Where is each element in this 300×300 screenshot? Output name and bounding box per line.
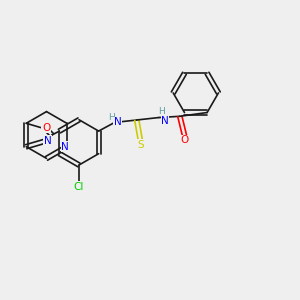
Text: N: N (114, 118, 122, 128)
Text: N: N (44, 136, 52, 146)
Text: S: S (137, 140, 144, 149)
Text: H: H (158, 107, 165, 116)
Text: N: N (61, 142, 69, 152)
Text: O: O (42, 123, 50, 133)
Text: H: H (108, 112, 114, 122)
Text: O: O (181, 135, 189, 145)
Text: N: N (161, 116, 169, 125)
Text: Cl: Cl (74, 182, 84, 192)
